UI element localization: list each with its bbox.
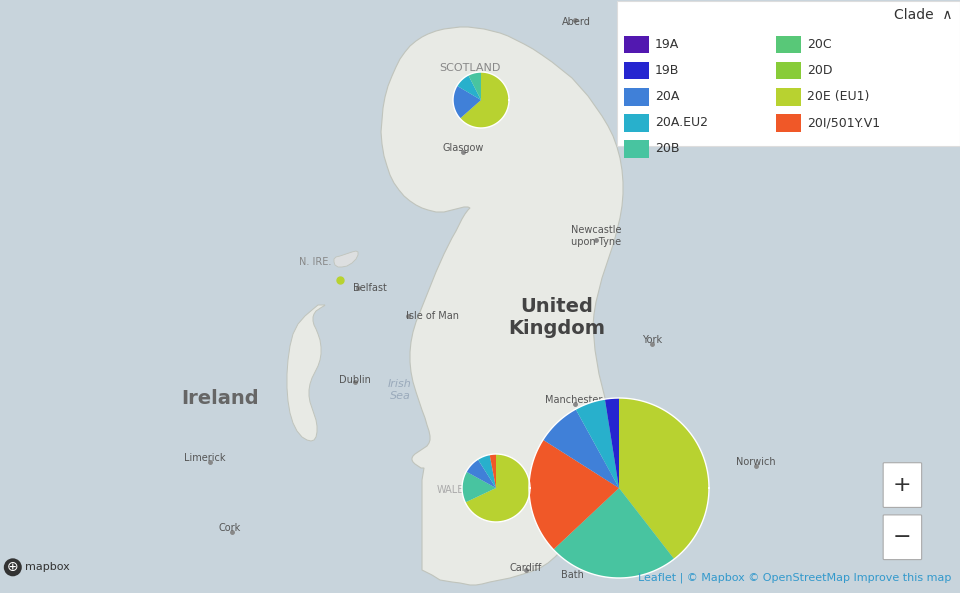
FancyBboxPatch shape [776, 88, 801, 106]
Polygon shape [453, 86, 481, 119]
Text: 20D: 20D [806, 64, 832, 77]
Text: Newcastle
upon Tyne: Newcastle upon Tyne [571, 225, 621, 247]
Text: 20A: 20A [655, 90, 680, 103]
Text: mapbox: mapbox [25, 562, 69, 572]
Text: Limerick: Limerick [184, 453, 226, 463]
Text: Aberd: Aberd [562, 17, 590, 27]
Text: SCOTLAND: SCOTLAND [440, 63, 501, 73]
Text: Glasgow: Glasgow [443, 143, 484, 153]
Text: 19A: 19A [655, 38, 680, 51]
Polygon shape [553, 488, 674, 578]
Text: Dublin: Dublin [339, 375, 371, 385]
FancyBboxPatch shape [624, 140, 649, 158]
Polygon shape [619, 398, 709, 559]
Text: 20E (EU1): 20E (EU1) [806, 90, 869, 103]
Text: Ireland: Ireland [181, 388, 259, 407]
Text: United
Kingdom: United Kingdom [509, 298, 606, 339]
FancyBboxPatch shape [624, 114, 649, 132]
Polygon shape [490, 454, 496, 488]
Text: Oxford: Oxford [620, 541, 652, 551]
Text: 20I/501Y.V1: 20I/501Y.V1 [806, 116, 879, 129]
Polygon shape [457, 75, 481, 100]
Polygon shape [468, 72, 481, 100]
Text: York: York [642, 335, 662, 345]
FancyBboxPatch shape [883, 515, 922, 560]
FancyBboxPatch shape [624, 88, 649, 106]
Text: Isle of Man: Isle of Man [406, 311, 460, 321]
Polygon shape [462, 471, 496, 502]
Text: Bath: Bath [561, 570, 584, 580]
Text: 20A.EU2: 20A.EU2 [655, 116, 708, 129]
FancyBboxPatch shape [776, 62, 801, 79]
Polygon shape [605, 398, 619, 488]
Polygon shape [287, 305, 325, 441]
Polygon shape [576, 399, 619, 488]
Text: ⊕: ⊕ [7, 560, 18, 574]
Polygon shape [460, 72, 509, 128]
Text: Manchester: Manchester [545, 395, 603, 405]
FancyBboxPatch shape [776, 36, 801, 53]
Polygon shape [466, 454, 530, 522]
Polygon shape [381, 27, 623, 585]
Text: 20B: 20B [655, 142, 680, 155]
Text: 19B: 19B [655, 64, 680, 77]
FancyBboxPatch shape [624, 62, 649, 79]
Text: −: − [893, 527, 912, 547]
Text: ENGLAND: ENGLAND [603, 471, 658, 481]
Polygon shape [543, 409, 619, 488]
FancyBboxPatch shape [776, 114, 801, 132]
Text: N. IRE.: N. IRE. [299, 257, 331, 267]
FancyBboxPatch shape [617, 1, 960, 146]
Text: 20C: 20C [806, 38, 831, 51]
Text: Leaflet | © Mapbox © OpenStreetMap Improve this map: Leaflet | © Mapbox © OpenStreetMap Impro… [638, 573, 951, 584]
Text: +: + [893, 475, 912, 495]
FancyBboxPatch shape [883, 463, 922, 508]
Text: Norwich: Norwich [736, 457, 776, 467]
Text: Belfast: Belfast [353, 283, 387, 293]
Text: WALES: WALES [436, 485, 469, 495]
Polygon shape [467, 460, 496, 488]
Circle shape [4, 559, 22, 576]
Text: Cork: Cork [219, 523, 241, 533]
Polygon shape [529, 440, 619, 550]
Text: Cardiff: Cardiff [510, 563, 542, 573]
Text: Clade  ∧: Clade ∧ [894, 8, 952, 22]
Polygon shape [334, 251, 358, 267]
FancyBboxPatch shape [624, 36, 649, 53]
Polygon shape [478, 455, 496, 488]
Text: Irish
Sea: Irish Sea [388, 379, 412, 401]
